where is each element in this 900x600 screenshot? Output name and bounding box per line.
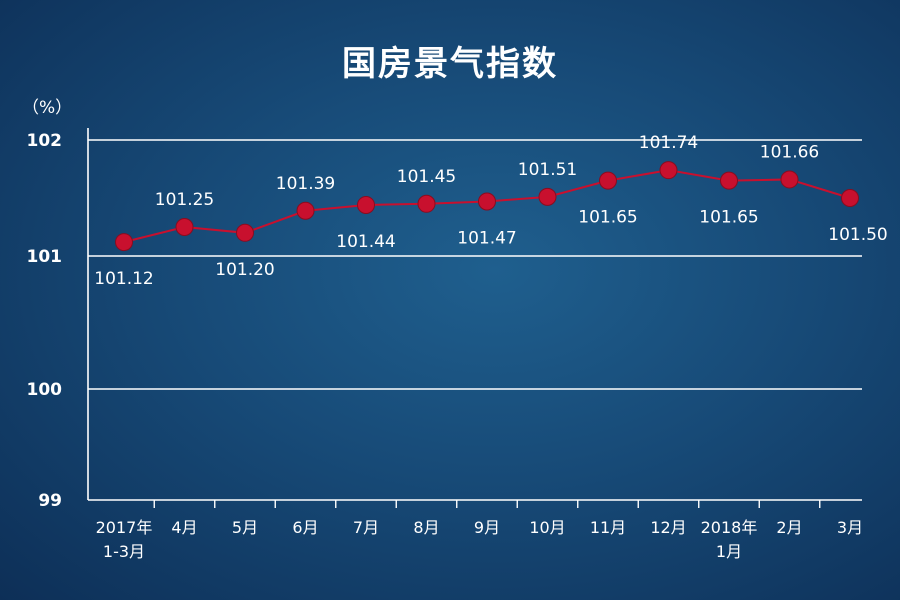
data-point bbox=[357, 195, 375, 214]
data-label: 101.65 bbox=[578, 208, 637, 228]
x-tick-label: 2月 bbox=[776, 518, 802, 537]
data-label: 101.45 bbox=[397, 167, 456, 187]
data-point bbox=[659, 161, 678, 180]
y-tick-label: 99 bbox=[38, 491, 62, 511]
data-label: 101.50 bbox=[828, 225, 887, 245]
data-point bbox=[599, 171, 617, 190]
data-label: 101.44 bbox=[336, 232, 395, 252]
data-label: 101.51 bbox=[518, 160, 577, 180]
data-point bbox=[175, 218, 194, 236]
x-tick-label: 7月 bbox=[353, 518, 379, 537]
x-tick-label: 6月 bbox=[292, 518, 318, 537]
x-tick-label: 9月 bbox=[474, 518, 500, 537]
data-label: 101.39 bbox=[276, 174, 335, 194]
data-label: 101.20 bbox=[215, 260, 274, 280]
x-tick-label: 4月 bbox=[171, 518, 197, 537]
y-tick-label: 100 bbox=[27, 380, 63, 400]
y-tick-label: 102 bbox=[27, 131, 63, 151]
data-point bbox=[720, 171, 738, 190]
x-tick-label: 10月 bbox=[529, 518, 565, 537]
data-label: 101.12 bbox=[94, 269, 153, 289]
y-axis-unit-label: （%） bbox=[22, 98, 73, 118]
data-label: 101.74 bbox=[639, 133, 698, 153]
x-tick-label: 2017年 1-3月 bbox=[96, 518, 153, 561]
data-label: 101.65 bbox=[699, 208, 758, 228]
data-label: 101.25 bbox=[155, 190, 214, 210]
x-tick-label: 11月 bbox=[590, 518, 626, 537]
data-point bbox=[296, 201, 315, 220]
x-tick-label: 2018年 1月 bbox=[701, 518, 758, 561]
data-point bbox=[236, 223, 254, 242]
data-point bbox=[538, 187, 557, 206]
x-tick-label: 5月 bbox=[232, 518, 258, 537]
data-point bbox=[780, 170, 799, 189]
data-point bbox=[478, 192, 496, 211]
data-label: 101.47 bbox=[457, 228, 516, 248]
data-point bbox=[841, 189, 859, 207]
chart-title: 国房景气指数 bbox=[342, 44, 558, 84]
y-tick-label: 101 bbox=[27, 247, 63, 267]
x-tick-label: 3月 bbox=[837, 518, 863, 537]
data-point bbox=[417, 194, 436, 213]
data-label: 101.66 bbox=[760, 142, 819, 162]
data-point bbox=[115, 233, 133, 252]
x-tick-label: 12月 bbox=[650, 518, 686, 537]
x-tick-label: 8月 bbox=[413, 518, 439, 537]
